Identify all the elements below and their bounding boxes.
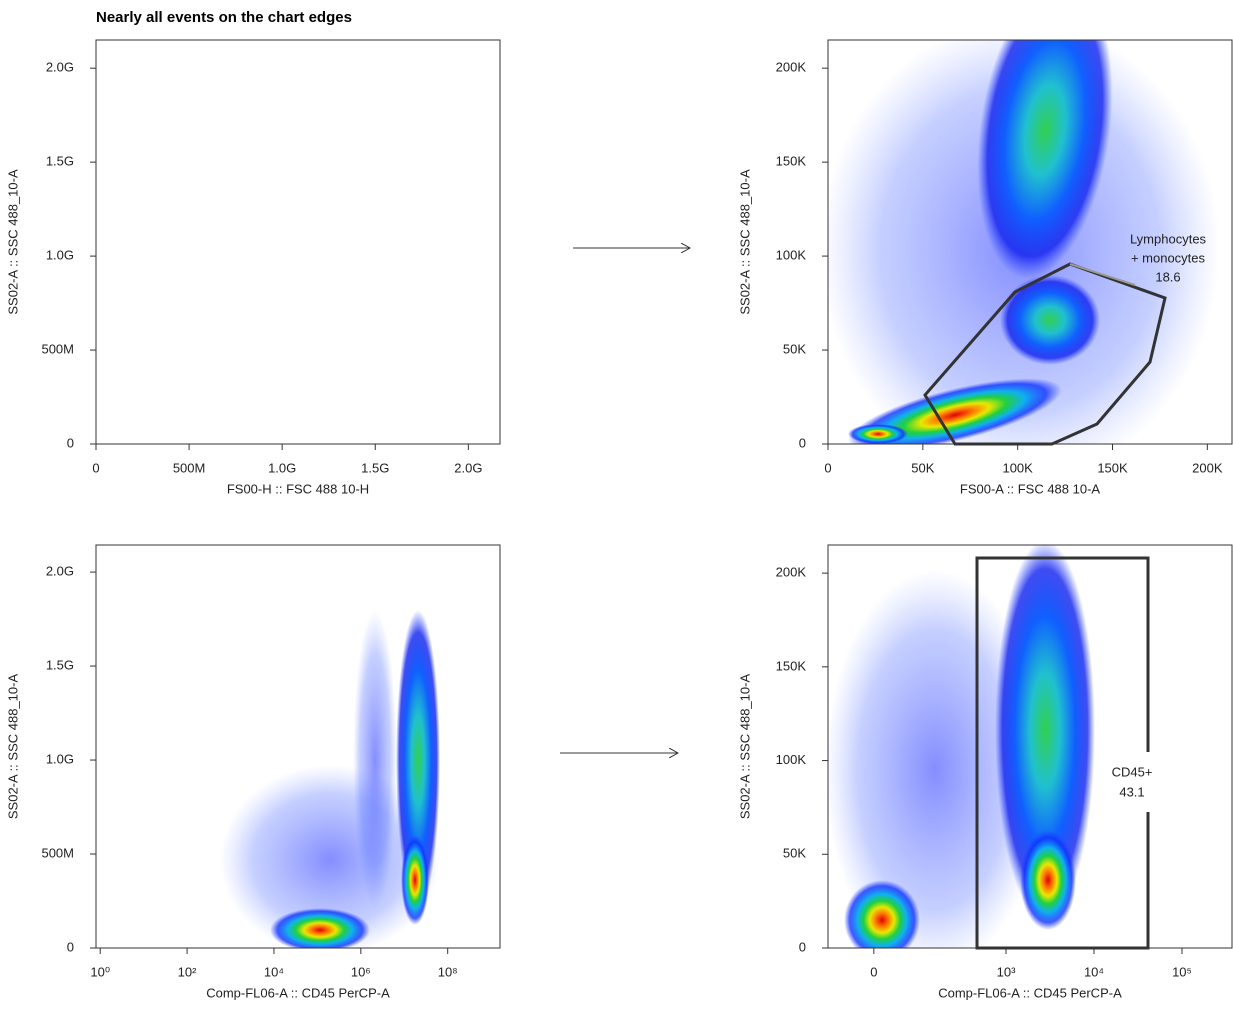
gate-leader xyxy=(1069,263,1136,286)
density-region xyxy=(995,545,1095,920)
x-axis-label: FS00-A :: FSC 488 10-A xyxy=(960,481,1101,496)
x-tick-label: 0 xyxy=(92,460,99,475)
y-tick-label: 100K xyxy=(776,752,807,767)
gate-name: + monocytes xyxy=(1131,250,1206,265)
gate-percent: 18.6 xyxy=(1155,269,1180,284)
y-tick-label: 2.0G xyxy=(46,564,74,579)
x-tick-label: 150K xyxy=(1097,460,1128,475)
y-axis-label: SS02-A :: SSC 488_10-A xyxy=(737,674,752,820)
density-region xyxy=(848,424,908,444)
x-tick-label: 10² xyxy=(178,964,197,979)
x-tick-label: 10⁴ xyxy=(1084,964,1104,979)
plot-frame xyxy=(827,544,1233,949)
y-tick-label: 1.5G xyxy=(46,154,74,169)
gate-name: CD45+ xyxy=(1112,764,1153,779)
density-region xyxy=(1020,830,1076,930)
y-tick-label: 500M xyxy=(41,845,74,860)
figure-title: Nearly all events on the chart edges xyxy=(96,9,352,26)
x-tick-label: 1.5G xyxy=(361,460,389,475)
y-tick-label: 1.5G xyxy=(46,657,74,672)
x-tick-label: 0 xyxy=(824,460,831,475)
x-axis-label: FS00-H :: FSC 488 10-H xyxy=(227,481,369,496)
x-tick-label: 0 xyxy=(870,964,877,979)
x-tick-label: 200K xyxy=(1192,460,1223,475)
y-axis-label: SS02-A :: SSC 488_10-A xyxy=(5,169,20,315)
y-tick-label: 2.0G xyxy=(46,60,74,75)
density-region xyxy=(828,570,1045,948)
density-cloud xyxy=(220,610,440,948)
x-tick-label: 10⁶ xyxy=(351,964,371,979)
gate-percent: 43.1 xyxy=(1119,784,1144,799)
y-tick-label: 50K xyxy=(783,341,806,356)
x-tick-label: 10⁴ xyxy=(264,964,284,979)
x-tick-label: 1.0G xyxy=(268,460,296,475)
plot-frame xyxy=(95,39,501,445)
x-tick-label: 2.0G xyxy=(454,460,482,475)
x-tick-label: 10⁵ xyxy=(1172,964,1192,979)
x-tick-label: 10³ xyxy=(997,964,1016,979)
density-region xyxy=(401,835,429,925)
x-axis-label: Comp-FL06-A :: CD45 PerCP-A xyxy=(938,985,1122,1000)
y-tick-label: 0 xyxy=(67,435,74,450)
plot-frame xyxy=(95,544,501,949)
density-region xyxy=(844,880,920,948)
density-cloud xyxy=(828,545,1095,948)
x-tick-label: 50K xyxy=(911,460,934,475)
density-cloud xyxy=(828,40,1220,444)
y-tick-label: 500M xyxy=(41,341,74,356)
y-axis-label: SS02-A :: SSC 488_10-A xyxy=(737,169,752,315)
density-region xyxy=(396,610,440,910)
plot-frame xyxy=(827,39,1233,445)
y-tick-label: 200K xyxy=(776,565,807,580)
y-axis-label: SS02-A :: SSC 488_10-A xyxy=(5,674,20,820)
y-tick-label: 200K xyxy=(776,60,807,75)
y-tick-label: 150K xyxy=(776,658,807,673)
x-tick-label: 100K xyxy=(1002,460,1033,475)
y-tick-label: 0 xyxy=(799,939,806,954)
gate-label-box xyxy=(1104,752,1162,812)
x-tick-label: 10⁸ xyxy=(438,964,458,979)
y-tick-label: 1.0G xyxy=(46,248,74,263)
y-tick-label: 150K xyxy=(776,154,807,169)
density-region xyxy=(1000,275,1100,365)
gate xyxy=(923,262,1167,446)
x-tick-label: 10⁰ xyxy=(90,964,110,979)
y-tick-label: 0 xyxy=(799,435,806,450)
density-region xyxy=(977,40,1113,279)
density-region xyxy=(353,610,397,910)
gate-name: Lymphocytes xyxy=(1130,231,1207,246)
y-tick-label: 1.0G xyxy=(46,751,74,766)
y-tick-label: 0 xyxy=(67,939,74,954)
x-tick-label: 500M xyxy=(173,460,206,475)
x-axis-label: Comp-FL06-A :: CD45 PerCP-A xyxy=(206,985,390,1000)
y-tick-label: 100K xyxy=(776,248,807,263)
y-tick-label: 50K xyxy=(783,846,806,861)
density-region xyxy=(270,908,370,948)
